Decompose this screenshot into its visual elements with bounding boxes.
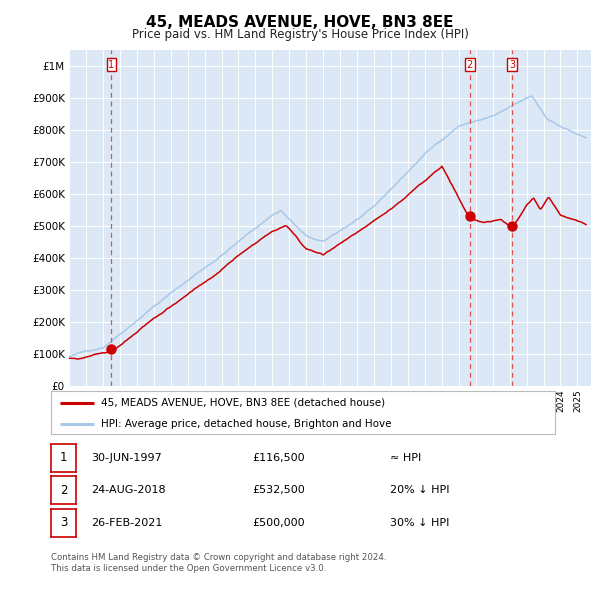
Text: 26-FEB-2021: 26-FEB-2021 <box>91 518 163 527</box>
Text: 1: 1 <box>109 60 115 70</box>
Text: 45, MEADS AVENUE, HOVE, BN3 8EE (detached house): 45, MEADS AVENUE, HOVE, BN3 8EE (detache… <box>101 398 386 408</box>
Text: 3: 3 <box>60 516 67 529</box>
Text: ≈ HPI: ≈ HPI <box>390 453 421 463</box>
Text: 3: 3 <box>509 60 515 70</box>
Text: 1: 1 <box>60 451 67 464</box>
Text: Contains HM Land Registry data © Crown copyright and database right 2024.: Contains HM Land Registry data © Crown c… <box>51 553 386 562</box>
Text: £500,000: £500,000 <box>252 518 305 527</box>
Text: 45, MEADS AVENUE, HOVE, BN3 8EE: 45, MEADS AVENUE, HOVE, BN3 8EE <box>146 15 454 30</box>
Text: 20% ↓ HPI: 20% ↓ HPI <box>390 486 449 495</box>
Text: 30-JUN-1997: 30-JUN-1997 <box>91 453 162 463</box>
Text: This data is licensed under the Open Government Licence v3.0.: This data is licensed under the Open Gov… <box>51 565 326 573</box>
Text: Price paid vs. HM Land Registry's House Price Index (HPI): Price paid vs. HM Land Registry's House … <box>131 28 469 41</box>
Text: £532,500: £532,500 <box>252 486 305 495</box>
Text: 30% ↓ HPI: 30% ↓ HPI <box>390 518 449 527</box>
Text: 2: 2 <box>60 484 67 497</box>
Text: £116,500: £116,500 <box>252 453 305 463</box>
Text: 24-AUG-2018: 24-AUG-2018 <box>91 486 166 495</box>
Text: 2: 2 <box>467 60 473 70</box>
Text: HPI: Average price, detached house, Brighton and Hove: HPI: Average price, detached house, Brig… <box>101 419 392 430</box>
